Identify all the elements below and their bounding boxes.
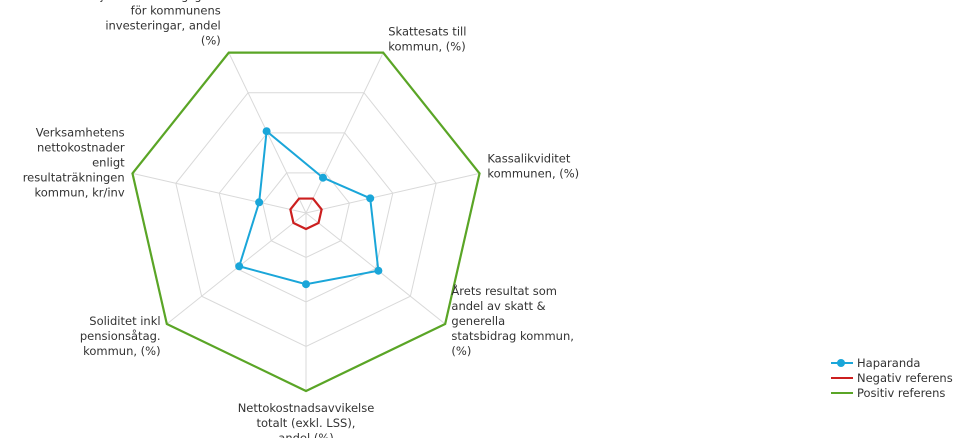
legend-label-positiv-referens: Positiv referens: [857, 385, 946, 400]
axis-label-2: Kassalikviditet kommunen, (%): [487, 151, 579, 180]
axis-label-5-line-2: pensionsåtag.: [80, 329, 161, 343]
grid-spoke-1: [305, 52, 384, 214]
legend-swatch-negativ-referens: [831, 372, 853, 384]
axis-label-4-line-2: totalt (exkl. LSS),: [257, 416, 356, 430]
axis-label-6-line-2: nettokostnader: [37, 140, 125, 154]
axis-label-4-line-1: Nettokostnadsavvikelse: [238, 401, 375, 415]
data-point-haparanda-3[interactable]: [374, 266, 383, 275]
axis-label-3-line-3: generella: [451, 314, 505, 328]
grid-layer: [131, 52, 481, 392]
axis-label-1-line-1: Skattesats till: [388, 25, 466, 39]
data-point-haparanda-5[interactable]: [235, 262, 244, 271]
grid-spoke-2: [305, 172, 480, 214]
data-point-haparanda-1[interactable]: [318, 173, 327, 182]
axis-label-6-line-3: enligt: [92, 155, 125, 169]
data-point-haparanda-7[interactable]: [262, 127, 271, 136]
axis-label-1-line-2: kommun, (%): [388, 40, 465, 54]
data-point-haparanda-6[interactable]: [255, 198, 264, 207]
grid-ring-1: [262, 172, 350, 259]
legend-item-negativ-referens[interactable]: Negativ referens: [831, 370, 953, 385]
series-line-positiv-referens: [131, 51, 481, 393]
grid-ring-2: [218, 132, 394, 303]
legend-swatch-haparanda: [831, 357, 853, 369]
data-point-haparanda-4[interactable]: [302, 280, 310, 289]
grid-ring-3: [175, 92, 437, 348]
data-point-haparanda-2[interactable]: [366, 194, 375, 203]
legend: Haparanda Negativ referens Positiv refer…: [831, 355, 953, 400]
axis-label-3-line-1: Årets resultat som: [451, 283, 557, 298]
axis-label-2-line-2: kommunen, (%): [487, 166, 579, 180]
axis-label-6-line-1: Verksamhetens: [36, 125, 125, 139]
axis-label-7-line-3: investeringar, andel: [105, 19, 220, 33]
grid-spoke-6: [132, 172, 307, 214]
legend-label-negativ-referens: Negativ referens: [857, 370, 953, 385]
axis-label-4-line-3: andel (%): [278, 431, 333, 438]
axis-label-4: Nettokostnadsavvikelse totalt (exkl. LSS)…: [238, 401, 375, 438]
axis-label-2-line-1: Kassalikviditet: [487, 151, 571, 165]
legend-label-haparanda: Haparanda: [857, 355, 921, 370]
axis-label-7-line-1: Självfinansieringsgrad: [93, 0, 221, 3]
axis-label-5: Soliditet inkl pensionsåtag. kommun, (%): [80, 314, 161, 358]
axis-label-6: Verksamhetens nettokostnader enligt resulta…: [23, 125, 125, 199]
axis-label-7-line-2: för kommunens: [131, 4, 221, 18]
legend-item-positiv-referens[interactable]: Positiv referens: [831, 385, 953, 400]
axis-label-5-line-1: Soliditet inkl: [89, 314, 160, 328]
axis-label-6-line-5: kommun, kr/inv: [35, 185, 125, 199]
legend-swatch-positiv-referens: [831, 387, 853, 399]
axis-labels: Skattesats till kommun, (%)Kassalikvidite…: [23, 0, 579, 438]
axis-label-5-line-3: kommun, (%): [83, 344, 160, 358]
legend-item-haparanda[interactable]: Haparanda: [831, 355, 953, 370]
series-line-haparanda: [237, 129, 380, 286]
axis-label-3-line-2: andel av skatt &: [451, 299, 545, 313]
axis-label-3-line-5: (%): [451, 344, 471, 358]
axis-label-3-line-4: statsbidrag kommun,: [451, 329, 574, 343]
series-line-negativ-referens: [289, 197, 323, 231]
axis-label-1: Skattesats till kommun, (%): [388, 25, 466, 54]
axis-label-7-line-4: (%): [201, 34, 221, 48]
series-layer: [131, 51, 481, 393]
axis-label-7: Självfinansieringsgradför kommunensinves…: [93, 0, 221, 48]
axis-label-3: Årets resultat som andel av skatt & genere…: [451, 283, 574, 358]
axis-label-6-line-4: resultaträkningen: [23, 170, 125, 184]
